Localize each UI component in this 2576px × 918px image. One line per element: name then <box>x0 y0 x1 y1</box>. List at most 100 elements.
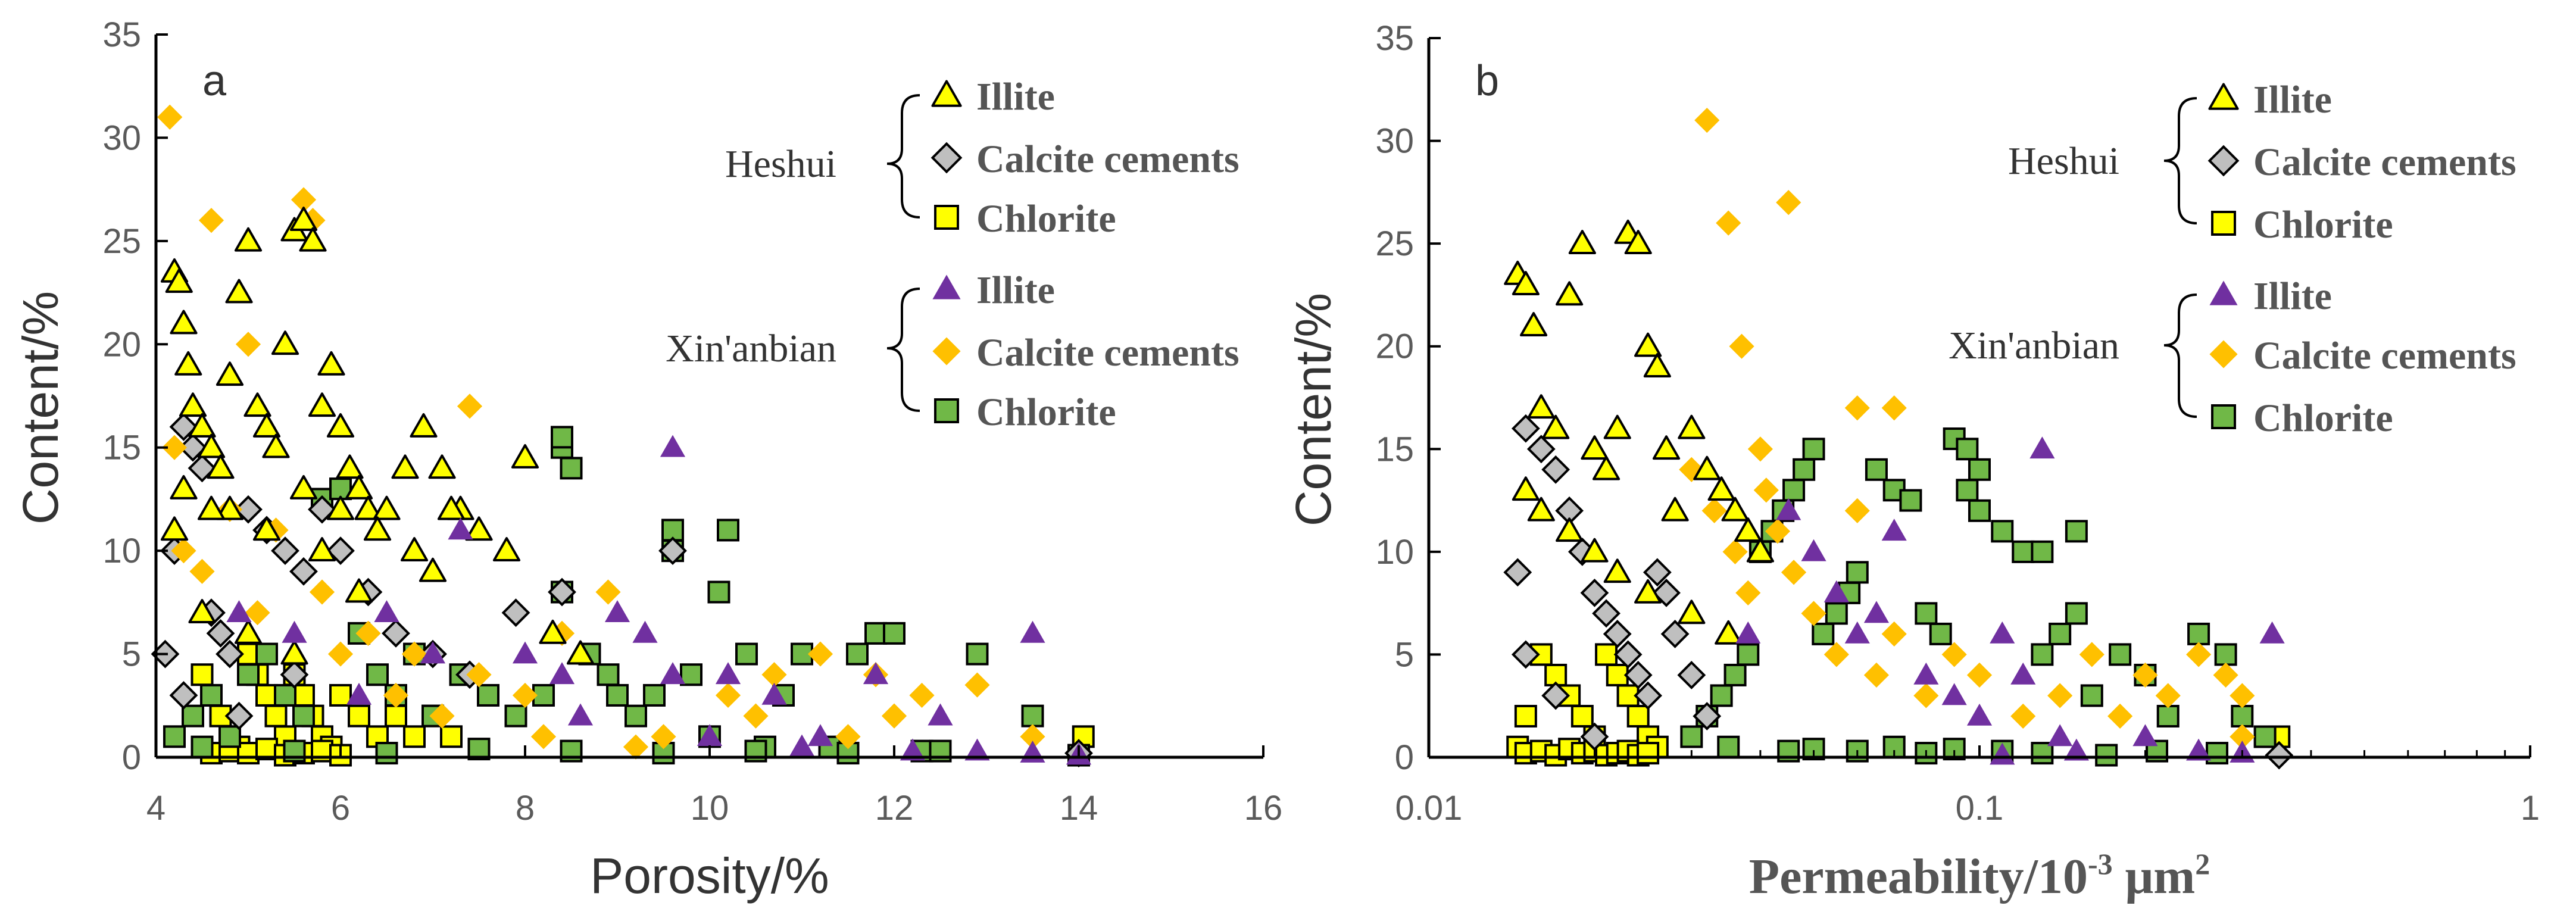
data-point <box>1802 438 1825 461</box>
data-point <box>1747 436 1773 462</box>
data-point <box>1652 578 1681 607</box>
data-point <box>1734 517 1762 542</box>
data-point <box>2010 662 2036 685</box>
y-axis-title: Content/% <box>13 291 68 524</box>
data-point <box>864 622 887 645</box>
data-point <box>2259 621 2285 644</box>
y-tick-label: 0 <box>122 738 141 777</box>
y-tick-label: 0 <box>1395 738 1414 777</box>
series-xin-anbian-illite <box>1735 436 2285 765</box>
data-point <box>964 672 990 698</box>
data-point <box>1527 497 1555 522</box>
data-point <box>235 332 261 357</box>
data-point <box>160 516 189 541</box>
y-tick-label: 10 <box>1375 533 1414 572</box>
data-point <box>1913 662 1939 685</box>
data-point <box>1863 662 1890 688</box>
data-point <box>336 454 364 479</box>
data-point <box>2187 622 2210 645</box>
data-point <box>1556 517 1584 542</box>
series-heshui-calcite-cements <box>1503 414 2294 770</box>
legend-item-label: Chlorite <box>2253 396 2393 440</box>
data-point <box>604 600 630 623</box>
data-point <box>1929 622 1952 645</box>
legend-item-label: Chlorite <box>976 391 1116 434</box>
legend-item-label: Chlorite <box>2253 203 2393 246</box>
data-point <box>218 725 241 748</box>
data-point <box>2079 642 2104 667</box>
data-point <box>385 704 407 727</box>
data-point <box>165 268 193 293</box>
data-point <box>375 742 398 765</box>
data-point <box>383 682 409 708</box>
data-point <box>400 537 429 561</box>
triangle-icon <box>2209 280 2238 305</box>
data-point <box>326 495 355 520</box>
data-point <box>1707 476 1735 501</box>
data-point <box>807 724 833 747</box>
data-point <box>660 662 686 685</box>
legend-bracket <box>2163 293 2197 418</box>
data-point <box>355 620 381 646</box>
legend-bracket <box>886 288 920 412</box>
data-point <box>1678 414 1706 439</box>
data-point <box>191 663 214 686</box>
data-point <box>382 619 410 648</box>
data-point <box>652 742 675 765</box>
data-point <box>346 682 372 705</box>
data-point <box>252 516 281 541</box>
diamond-icon <box>932 337 961 366</box>
data-point <box>1991 520 2014 543</box>
data-point <box>255 642 278 666</box>
data-point <box>299 227 327 252</box>
y-tick-label: 5 <box>1395 635 1414 674</box>
data-point <box>735 642 758 666</box>
legend-group-label: Heshui <box>2008 139 2119 183</box>
data-point <box>863 662 889 685</box>
data-point <box>1527 394 1555 419</box>
data-point <box>292 704 315 727</box>
data-point <box>163 725 186 748</box>
data-point <box>1863 601 1890 623</box>
data-point <box>2010 703 2036 729</box>
data-point <box>2231 704 2254 727</box>
data-point <box>2065 520 2088 543</box>
data-point <box>467 738 491 761</box>
data-point <box>1844 395 1870 421</box>
legend-item-label: Calcite cements <box>2253 334 2516 377</box>
x-axis-title: Permeability/10-3 μm2 <box>1749 847 2210 904</box>
data-point <box>191 735 214 758</box>
data-point <box>1580 578 1609 607</box>
data-point <box>189 558 215 584</box>
data-point <box>179 433 207 462</box>
data-point <box>1643 558 1672 587</box>
data-point <box>1592 455 1620 480</box>
data-point <box>1899 489 1922 512</box>
data-point <box>198 208 224 233</box>
data-point <box>1824 580 1849 602</box>
data-point <box>623 734 649 760</box>
data-point <box>174 351 202 376</box>
data-point <box>2031 643 2054 666</box>
data-point <box>2265 741 2294 770</box>
data-point <box>374 600 399 623</box>
data-point <box>207 454 235 479</box>
legend-b: Heshui Illite Calcite cements Chlorite Xin'a… <box>1949 78 2516 440</box>
data-point <box>289 557 318 586</box>
data-point <box>1603 414 1631 439</box>
data-point <box>1735 621 1761 644</box>
data-point <box>1913 683 1939 708</box>
data-point <box>807 641 833 667</box>
legend-item-label: Calcite cements <box>976 138 1239 181</box>
diamond-icon <box>931 142 963 174</box>
square-icon <box>2211 211 2236 236</box>
data-point <box>1956 438 1979 461</box>
data-point <box>1568 230 1596 254</box>
data-point <box>1652 435 1681 460</box>
y-tick-label: 30 <box>1375 122 1414 161</box>
data-point <box>245 600 270 626</box>
data-point <box>2213 662 2238 688</box>
data-point <box>1660 620 1690 648</box>
y-tick-label: 15 <box>1375 430 1414 469</box>
data-point <box>1716 210 1741 236</box>
